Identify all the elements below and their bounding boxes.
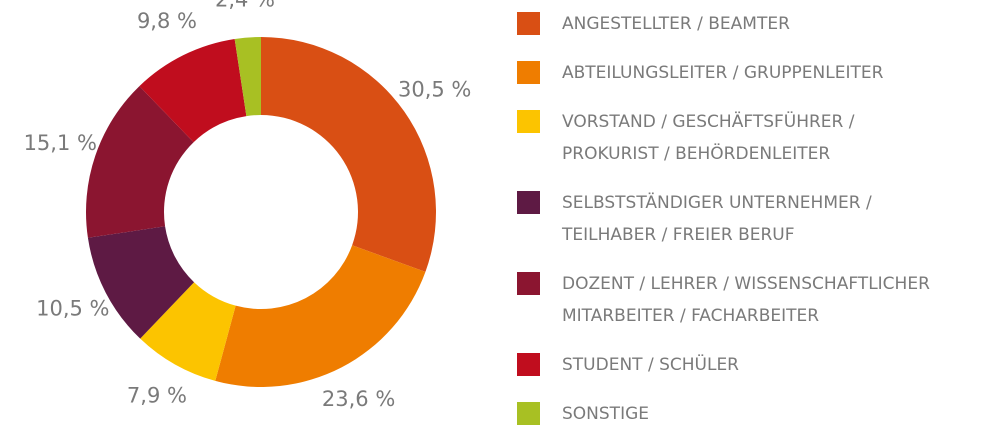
value-label: 7,9 %: [127, 384, 187, 408]
legend-swatch: [517, 353, 540, 376]
legend-item: STUDENT / SCHÜLER: [517, 349, 930, 381]
legend-item: VORSTAND / GESCHÄFTSFÜHRER / PROKURIST /…: [517, 106, 930, 170]
legend-item: ANGESTELLTER / BEAMTER: [517, 8, 930, 40]
value-label: 2,4 %: [215, 0, 275, 12]
donut-slice: [215, 245, 426, 387]
legend-label: SONSTIGE: [562, 404, 649, 424]
legend-label: ABTEILUNGSLEITER / GRUPPENLEITER: [562, 63, 884, 83]
donut-slice: [139, 38, 247, 143]
legend: ANGESTELLTER / BEAMTER ABTEILUNGSLEITER /…: [517, 8, 930, 430]
donut-slice: [87, 226, 195, 339]
legend-label: VORSTAND / GESCHÄFTSFÜHRER / PROKURIST /…: [562, 112, 855, 164]
legend-label: ANGESTELLTER / BEAMTER: [562, 14, 790, 34]
legend-label: SELBSTSTÄNDIGER UNTERNEHMER / TEILHABER …: [562, 193, 872, 245]
legend-swatch: [517, 272, 540, 295]
donut-slice: [261, 37, 436, 272]
donut-slice: [85, 86, 194, 238]
value-label: 30,5 %: [398, 77, 471, 101]
legend-label: STUDENT / SCHÜLER: [562, 355, 739, 375]
legend-swatch: [517, 110, 540, 133]
legend-item: SONSTIGE: [517, 398, 930, 430]
chart: 30,5 % 23,6 % 7,9 % 10,5 % 15,1 % 9,8 % 2,4 %: [24, 0, 472, 411]
legend-swatch: [517, 191, 540, 214]
value-label: 10,5 %: [36, 297, 109, 321]
donut-slice: [234, 37, 261, 117]
legend-swatch: [517, 61, 540, 84]
donut-slice: [140, 282, 236, 381]
legend-label: DOZENT / LEHRER / WISSENSCHAFTLICHER MIT…: [562, 274, 930, 326]
legend-item: ABTEILUNGSLEITER / GRUPPENLEITER: [517, 57, 930, 89]
value-label: 9,8 %: [137, 9, 197, 33]
legend-swatch: [517, 12, 540, 35]
legend-item: SELBSTSTÄNDIGER UNTERNEHMER / TEILHABER …: [517, 187, 930, 251]
legend-item: DOZENT / LEHRER / WISSENSCHAFTLICHER MIT…: [517, 268, 930, 332]
legend-swatch: [517, 402, 540, 425]
value-label: 23,6 %: [322, 387, 395, 411]
value-label: 15,1 %: [24, 131, 97, 155]
